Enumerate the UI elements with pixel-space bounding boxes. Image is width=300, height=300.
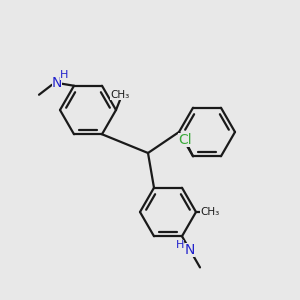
- Text: CH₃: CH₃: [110, 90, 130, 100]
- Text: Cl: Cl: [178, 133, 192, 147]
- Text: N: N: [52, 76, 62, 90]
- Text: H: H: [60, 70, 68, 80]
- Text: CH₃: CH₃: [200, 207, 220, 217]
- Text: H: H: [176, 240, 184, 250]
- Text: N: N: [185, 243, 195, 257]
